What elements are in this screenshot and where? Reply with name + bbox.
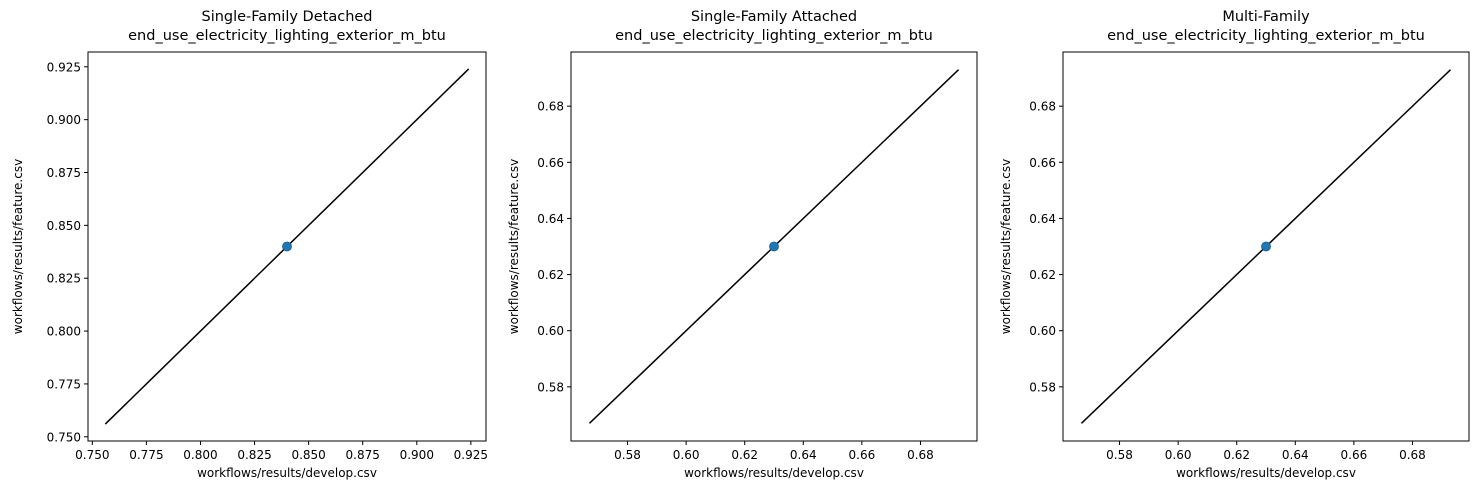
y-tick-label: 0.58 xyxy=(537,380,564,394)
y-tick-label: 0.68 xyxy=(1029,100,1056,114)
x-tick-label: 0.850 xyxy=(291,448,325,462)
y-tick-label: 0.60 xyxy=(537,324,564,338)
y-axis-label: workflows/results/feature.csv xyxy=(999,159,1013,334)
x-tick-label: 0.64 xyxy=(790,448,817,462)
data-point xyxy=(282,241,292,252)
plot-frame xyxy=(1062,51,1470,442)
y-tick-label: 0.58 xyxy=(1029,380,1056,394)
y-tick-label: 0.825 xyxy=(47,272,81,286)
y-tick-label: 0.62 xyxy=(1029,268,1056,282)
y-axis-label: workflows/results/feature.csv xyxy=(507,159,521,334)
chart-title-line: end_use_electricity_lighting_exterior_m_… xyxy=(615,28,933,44)
x-tick-label: 0.800 xyxy=(183,448,217,462)
plot-frame xyxy=(87,51,487,442)
x-tick-label: 0.60 xyxy=(673,448,700,462)
x-tick-label: 0.62 xyxy=(731,448,758,462)
x-tick-label: 0.68 xyxy=(907,448,934,462)
x-axis-label: workflows/results/develop.csv xyxy=(684,466,864,480)
x-axis-label: workflows/results/develop.csv xyxy=(1176,466,1356,480)
x-tick-label: 0.825 xyxy=(237,448,271,462)
y-tick-label: 0.68 xyxy=(537,100,564,114)
chart-title-line: Single-Family Detached xyxy=(201,9,372,25)
y-tick-label: 0.900 xyxy=(47,113,81,127)
y-tick-label: 0.875 xyxy=(47,166,81,180)
x-tick-label: 0.775 xyxy=(129,448,163,462)
data-point xyxy=(769,241,779,252)
x-tick-label: 0.60 xyxy=(1165,448,1192,462)
x-tick-label: 0.58 xyxy=(614,448,641,462)
plot-frame xyxy=(570,51,978,442)
chart-title-line: Multi-Family xyxy=(1222,9,1310,25)
chart-title-line: end_use_electricity_lighting_exterior_m_… xyxy=(128,28,446,44)
data-point xyxy=(1261,241,1271,252)
chart-panel-1: Single-Family Detached end_use_electricit… xyxy=(11,9,488,480)
x-tick-label: 0.58 xyxy=(1106,448,1133,462)
x-axis-label: workflows/results/develop.csv xyxy=(197,466,377,480)
x-tick-label: 0.925 xyxy=(454,448,488,462)
y-tick-label: 0.62 xyxy=(537,268,564,282)
y-tick-label: 0.850 xyxy=(47,219,81,233)
x-tick-label: 0.875 xyxy=(346,448,380,462)
y-tick-label: 0.64 xyxy=(537,212,564,226)
y-tick-label: 0.64 xyxy=(1029,212,1056,226)
x-tick-label: 0.68 xyxy=(1399,448,1426,462)
y-tick-label: 0.775 xyxy=(47,377,81,391)
x-tick-label: 0.62 xyxy=(1223,448,1250,462)
y-tick-label: 0.750 xyxy=(47,430,81,444)
y-axis-label: workflows/results/feature.csv xyxy=(11,159,25,334)
y-tick-label: 0.66 xyxy=(537,156,564,170)
x-tick-label: 0.66 xyxy=(1341,448,1368,462)
y-tick-label: 0.66 xyxy=(1029,156,1056,170)
chart-title-line: end_use_electricity_lighting_exterior_m_… xyxy=(1107,28,1425,44)
chart-title-line: Single-Family Attached xyxy=(691,9,857,25)
x-tick-label: 0.66 xyxy=(849,448,876,462)
x-tick-label: 0.64 xyxy=(1282,448,1309,462)
chart-panel-2: Single-Family Attached end_use_electricit… xyxy=(507,9,978,480)
chart-panel-3: Multi-Family end_use_electricity_lighting… xyxy=(999,9,1470,480)
y-tick-label: 0.60 xyxy=(1029,324,1056,338)
y-tick-label: 0.925 xyxy=(47,60,81,74)
x-tick-label: 0.900 xyxy=(400,448,434,462)
y-tick-label: 0.800 xyxy=(47,325,81,339)
x-tick-label: 0.750 xyxy=(75,448,109,462)
